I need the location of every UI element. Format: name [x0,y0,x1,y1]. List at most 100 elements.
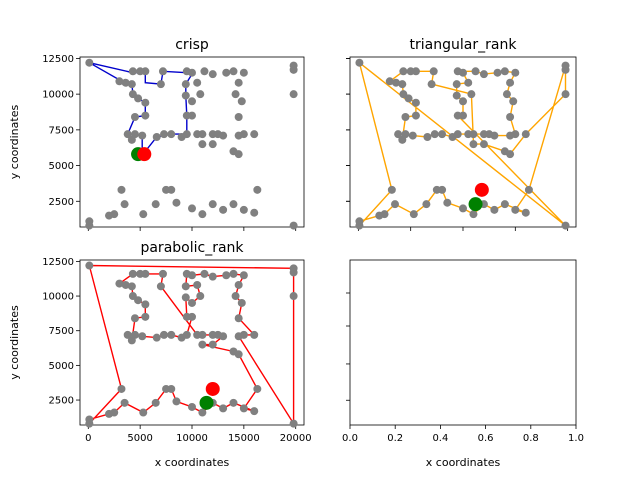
city-point [105,409,114,418]
y-tick-label: 10000 [42,90,74,101]
city-point [151,398,160,407]
city-point [130,330,139,339]
city-point [561,65,570,74]
city-point [181,80,190,89]
city-point [239,205,248,214]
city-point [188,111,196,120]
route-line [88,264,295,427]
route-line [358,60,567,228]
city-point [239,130,248,139]
city-point [239,271,248,280]
city-point [408,131,417,140]
city-point [430,130,439,139]
y-tick-label: 5000 [49,161,74,172]
city-point [156,80,165,89]
city-point [123,330,132,339]
end-marker [137,147,152,162]
city-point [121,280,130,289]
city-point [188,68,196,77]
city-point [188,402,196,411]
city-point [234,314,243,323]
city-point [399,90,408,99]
city-point [521,208,530,217]
city-point [250,330,259,339]
city-point [234,150,243,159]
x-tick-label: 20000 [280,433,312,444]
city-point [490,131,499,140]
city-point [289,90,298,99]
subplot-title: triangular_rank [410,37,518,53]
axes-frame [79,259,305,426]
city-point [158,67,167,76]
city-point [432,185,441,194]
city-point [139,210,148,219]
city-point [120,200,129,209]
city-point [120,398,129,407]
city-point [229,67,238,76]
city-point [479,70,488,79]
city-point [479,140,488,149]
y-tick-label: 2500 [49,197,74,208]
city-point [127,282,136,291]
city-point [239,330,248,339]
city-point [524,185,533,194]
city-point [128,292,137,301]
subplot-crisp: crisp y coordinates 2500 5000 7500 10000 12500 [8,37,305,231]
end-marker [474,182,489,197]
city-point [138,332,147,341]
city-point [196,90,205,99]
city-point [289,65,298,74]
y-axis-label: y coordinates [8,105,21,180]
y-axis-label: y coordinates [8,305,21,380]
city-point [253,384,262,393]
city-point [188,97,196,106]
x-tick-label: 0.6 [478,433,494,444]
axes-frame [349,259,577,426]
city-point [561,221,570,230]
axes-frame [79,56,305,228]
y-tick-label: 7500 [49,326,74,337]
city-point [237,298,246,307]
city-point [141,300,150,309]
start-marker [468,197,483,212]
city-point [459,97,467,106]
y-tick-label: 2500 [49,396,74,407]
city-point [121,78,130,87]
city-point [469,140,478,149]
city-point [85,261,94,270]
city-point [394,130,403,139]
city-point [452,80,461,89]
city-point [160,330,168,339]
city-point [459,111,467,120]
city-point [493,68,502,77]
x-axis-label: x coordinates [426,456,501,469]
city-point [355,58,364,67]
x-tick-label: 5000 [127,433,152,444]
city-point [156,282,165,291]
city-point [162,384,171,393]
city-point [117,185,126,194]
start-marker [199,395,214,410]
y-tick-label: 7500 [49,125,74,136]
city-point [208,140,217,149]
city-point [250,407,259,416]
city-point [117,384,126,393]
end-marker [205,381,220,396]
city-point [250,130,259,139]
y-tick-label: 10000 [42,292,74,303]
city-point [385,77,394,86]
city-point [500,67,509,76]
city-point [289,268,298,277]
city-point [141,98,150,107]
city-point [355,221,364,230]
city-point [162,185,171,194]
x-tick-label: 0.8 [523,433,539,444]
city-point [464,78,473,87]
city-point [506,78,515,87]
city-point [469,210,478,219]
x-axis-label: x coordinates [155,456,230,469]
city-point [409,210,418,219]
city-point [237,97,246,106]
city-point [196,292,205,301]
subplot-title: parabolic_rank [140,240,244,256]
